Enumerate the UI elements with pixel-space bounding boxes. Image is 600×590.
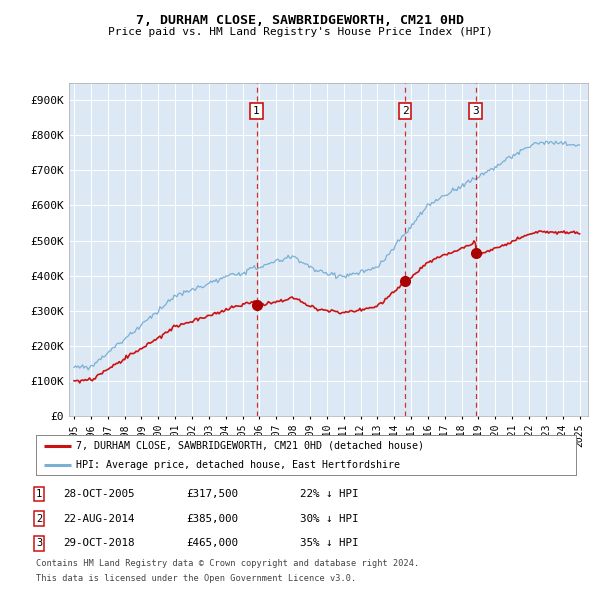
Text: 22-AUG-2014: 22-AUG-2014 [63,514,134,523]
Text: £465,000: £465,000 [186,539,238,548]
Text: 29-OCT-2018: 29-OCT-2018 [63,539,134,548]
Text: 30% ↓ HPI: 30% ↓ HPI [300,514,359,523]
Text: £317,500: £317,500 [186,489,238,499]
Text: 7, DURHAM CLOSE, SAWBRIDGEWORTH, CM21 0HD (detached house): 7, DURHAM CLOSE, SAWBRIDGEWORTH, CM21 0H… [77,441,425,451]
Text: 22% ↓ HPI: 22% ↓ HPI [300,489,359,499]
Text: This data is licensed under the Open Government Licence v3.0.: This data is licensed under the Open Gov… [36,574,356,583]
Text: 2: 2 [36,514,42,523]
Text: 7, DURHAM CLOSE, SAWBRIDGEWORTH, CM21 0HD: 7, DURHAM CLOSE, SAWBRIDGEWORTH, CM21 0H… [136,14,464,27]
Text: 2: 2 [401,106,409,116]
Text: Contains HM Land Registry data © Crown copyright and database right 2024.: Contains HM Land Registry data © Crown c… [36,559,419,568]
Text: 35% ↓ HPI: 35% ↓ HPI [300,539,359,548]
Text: 3: 3 [472,106,479,116]
Text: 3: 3 [36,539,42,548]
Text: Price paid vs. HM Land Registry's House Price Index (HPI): Price paid vs. HM Land Registry's House … [107,27,493,37]
Text: HPI: Average price, detached house, East Hertfordshire: HPI: Average price, detached house, East… [77,460,401,470]
Text: 28-OCT-2005: 28-OCT-2005 [63,489,134,499]
Text: 1: 1 [36,489,42,499]
Text: 1: 1 [253,106,260,116]
Text: £385,000: £385,000 [186,514,238,523]
